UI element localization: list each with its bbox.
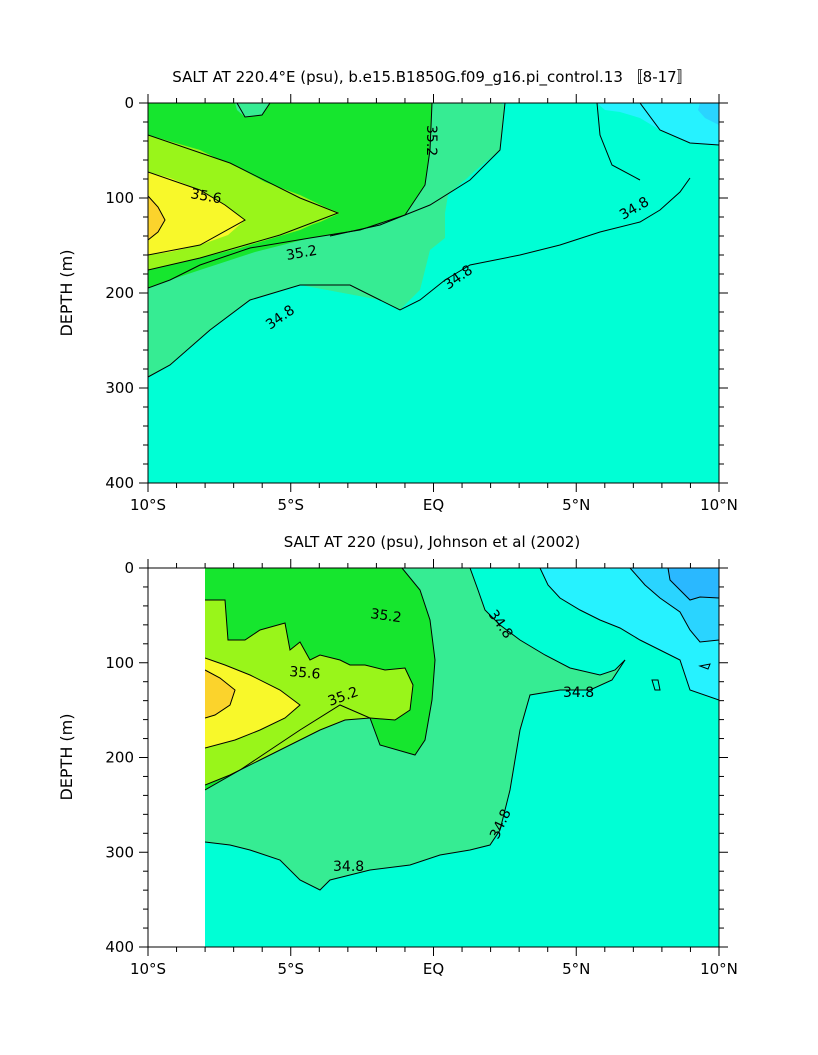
- top-contour-35-2: [148, 103, 433, 289]
- bot-contour-35-2: [205, 568, 436, 791]
- x-tick-label: 10°N: [700, 960, 738, 978]
- y-tick-label: 0: [124, 94, 134, 112]
- bot-contour-34-6: [539, 568, 719, 701]
- x-tick-label: 5°S: [277, 960, 304, 978]
- x-tick-label: 5°N: [562, 496, 590, 514]
- x-tick-label: 10°S: [130, 496, 166, 514]
- bot-contour-34-2: [667, 568, 719, 601]
- top-contour-lines: [148, 103, 719, 378]
- bot-contour-35-4: [205, 599, 414, 786]
- bot-fill-34-2: [668, 568, 719, 600]
- bot-contour-lines: [205, 568, 719, 891]
- bottom-panel: SALT AT 220 (psu), Johnson et al (2002): [57, 533, 738, 978]
- x-tick-label: 5°S: [277, 496, 304, 514]
- y-tick-label: 300: [105, 379, 134, 397]
- top-contour-34-6: [639, 103, 719, 146]
- top-plot-area: [147, 102, 720, 484]
- top-label-35-2-vertical: 35.2: [423, 125, 439, 156]
- top-axes: 10°S 5°S EQ 5°N 10°N 0 100 200 300 400: [105, 94, 738, 514]
- bot-contour-34-4: [629, 568, 719, 643]
- bot-fill-35-4: [205, 600, 413, 785]
- y-tick-label: 0: [124, 559, 134, 577]
- bottom-axes: 10°S 5°S EQ 5°N 10°N 0 100 200 300 400: [105, 559, 738, 978]
- top-ylabel: DEPTH (m): [57, 249, 76, 336]
- bottom-ylabel: DEPTH (m): [57, 713, 76, 800]
- top-contour-35-4: [148, 134, 340, 271]
- top-fill-34-8-east: [148, 103, 719, 483]
- bot-contour-35-8: [205, 669, 236, 719]
- bot-label-35-2-top: 35.2: [369, 606, 402, 626]
- x-tick-label: EQ: [423, 496, 444, 514]
- bottom-panel-title: SALT AT 220 (psu), Johnson et al (2002): [284, 533, 581, 551]
- top-fill-34-6: [597, 103, 719, 145]
- top-fill-34-4: [698, 103, 719, 125]
- y-tick-label: 400: [105, 938, 134, 956]
- top-contour-34-8: [148, 177, 691, 378]
- bot-contour-35-6: [205, 657, 301, 749]
- bot-contour-34-8-main: [205, 659, 626, 891]
- top-panel-title: SALT AT 220.4°E (psu), b.e15.B1850G.f09_…: [172, 68, 691, 87]
- y-tick-label: 200: [105, 284, 134, 302]
- y-tick-label: 200: [105, 749, 134, 767]
- x-tick-label: 10°N: [700, 496, 738, 514]
- top-fill-35-0-small: [235, 103, 270, 117]
- bot-label-35-6: 35.6: [289, 664, 322, 683]
- bot-fill-35-8: [205, 670, 235, 718]
- top-panel: SALT AT 220.4°E (psu), b.e15.B1850G.f09_…: [57, 68, 738, 514]
- x-tick-label: 10°S: [130, 960, 166, 978]
- x-tick-label: 5°N: [562, 960, 590, 978]
- bot-fill-35-6: [205, 658, 300, 748]
- y-tick-label: 100: [105, 654, 134, 672]
- top-contour-34-8-east: [596, 103, 641, 181]
- top-label-35-2: 35.2: [285, 243, 318, 264]
- bot-label-34-8-low: 34.8: [333, 859, 364, 875]
- y-tick-label: 300: [105, 843, 134, 861]
- top-contour-35-6: [148, 171, 246, 256]
- top-contour-35-8: [148, 195, 166, 241]
- bot-contour-island: [651, 679, 661, 691]
- top-label-35-6: 35.6: [189, 186, 223, 207]
- top-contour-35-0: [329, 103, 506, 237]
- bot-label-34-8-east: 34.8: [563, 685, 594, 701]
- y-tick-label: 100: [105, 189, 134, 207]
- top-contour-small: [236, 103, 271, 118]
- top-fill-35-6: [148, 172, 245, 255]
- y-tick-label: 400: [105, 474, 134, 492]
- top-fill-35-8: [148, 196, 165, 240]
- bot-contour-island-2: [698, 663, 711, 670]
- bot-contour-34-8-north: [469, 568, 626, 676]
- x-tick-label: EQ: [423, 960, 444, 978]
- bottom-plot-area: [147, 567, 720, 948]
